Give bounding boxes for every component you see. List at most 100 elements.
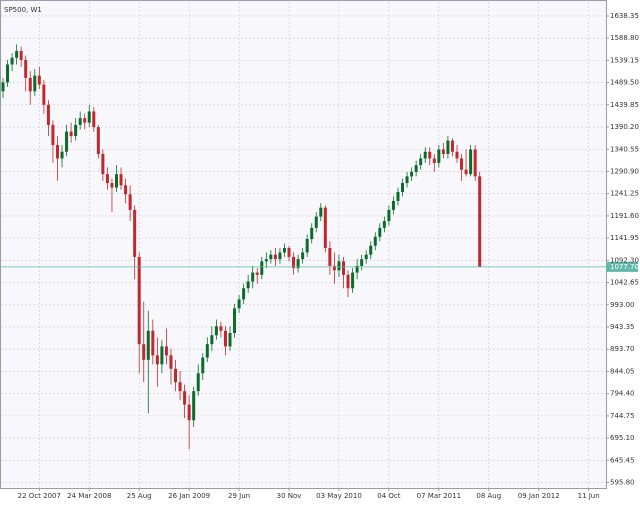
candle-body (387, 209, 391, 222)
x-tick-label: 25 Aug (127, 492, 152, 500)
candle-body (269, 254, 273, 260)
candle-body (87, 111, 91, 123)
candle-body (432, 158, 436, 163)
candle-body (378, 227, 382, 237)
candle-body (351, 272, 355, 289)
y-tick-label: 1638.35 (610, 12, 639, 20)
candle-body (460, 158, 464, 170)
candle-body (83, 118, 87, 123)
candle-body (74, 124, 78, 137)
y-tick-label: 1390.20 (610, 123, 639, 131)
candle-body (205, 344, 209, 358)
candle-body (51, 124, 55, 146)
candle-body (401, 183, 405, 193)
candle-body (301, 252, 305, 260)
candle-body (214, 326, 218, 336)
candles (1, 44, 482, 450)
candle-body (396, 192, 400, 201)
candle-body (441, 149, 445, 154)
candle-body (33, 75, 37, 92)
candle-body (446, 140, 450, 154)
candle-body (92, 111, 96, 128)
x-tick-label: 03 May 2010 (316, 492, 362, 500)
candle-body (450, 140, 454, 152)
candle-body (273, 254, 277, 260)
candle-body (24, 59, 28, 78)
candle-body (178, 382, 182, 392)
candle-body (360, 259, 364, 266)
y-tick-label: 794.40 (610, 390, 635, 398)
plot-area (0, 0, 607, 489)
candle-body (78, 118, 82, 125)
candle-body (278, 252, 282, 260)
y-tick-label: 1588.80 (610, 34, 639, 42)
price-label-box (606, 261, 638, 272)
candle-body (332, 265, 336, 271)
candle-body (6, 64, 10, 83)
candle-body (164, 346, 168, 356)
candle-body (414, 165, 418, 172)
candle-body (319, 207, 323, 217)
chart-title: SP500, W1 (4, 6, 42, 14)
candle-body (128, 194, 132, 210)
x-tick-label: 07 Mar 2011 (417, 492, 461, 500)
candle-body (42, 84, 46, 105)
y-tick-label: 1439.85 (610, 101, 639, 109)
candle-body (192, 391, 196, 421)
y-tick-label: 645.45 (610, 456, 635, 464)
candle-body (237, 299, 241, 309)
candle-body (10, 57, 14, 65)
candle-body (223, 330, 227, 347)
candle-body (292, 256, 296, 269)
y-tick-label: 1241.25 (610, 190, 639, 198)
x-tick-label: 11 Jun (578, 492, 600, 500)
candle-body (101, 153, 105, 175)
candle-body (210, 335, 214, 345)
candle-body (264, 259, 268, 262)
y-tick-label: 844.05 (610, 367, 635, 375)
x-tick-label: 22 Oct 2007 (18, 492, 61, 500)
candle-body (46, 104, 50, 125)
candle-body (455, 151, 459, 159)
candle-body (314, 216, 318, 228)
candle-body (19, 51, 23, 60)
candle-body (419, 158, 423, 166)
candle-body (346, 274, 350, 289)
candle-body (423, 151, 427, 159)
candle-body (228, 332, 232, 347)
candle-body (1, 82, 5, 92)
y-tick-label: 1539.15 (610, 56, 639, 64)
x-tick-label: 08 Aug (476, 492, 501, 500)
candle-body (391, 200, 395, 210)
candle-body (183, 391, 187, 405)
candle-body (251, 272, 255, 282)
candle-body (369, 245, 373, 255)
candle-body (287, 247, 291, 257)
x-tick-label: 24 Mar 2008 (67, 492, 111, 500)
candle-body (296, 259, 300, 269)
y-tick-label: 1191.60 (610, 212, 639, 220)
candle-body (437, 149, 441, 163)
candle-body (428, 151, 432, 159)
candle-body (201, 357, 205, 374)
candle-body (469, 149, 473, 175)
candle-body (405, 176, 409, 184)
candle-body (382, 221, 386, 228)
y-tick-label: 1290.90 (610, 167, 639, 175)
candle-body (174, 368, 178, 383)
candle-body (115, 174, 118, 188)
candle-body (282, 247, 286, 253)
grid (1, 2, 609, 491)
x-tick-label: 26 Jan 2009 (168, 492, 210, 500)
y-tick-label: 893.70 (610, 345, 635, 353)
candle-body (155, 355, 159, 365)
candle-body (260, 261, 264, 275)
price-label: 1077.70 (610, 263, 639, 271)
candle-body (323, 207, 327, 248)
y-tick-label: 993.00 (610, 301, 635, 309)
candle-body (160, 346, 164, 365)
candle-body (219, 326, 223, 331)
candle-body (105, 174, 109, 184)
candle-body (65, 131, 69, 152)
